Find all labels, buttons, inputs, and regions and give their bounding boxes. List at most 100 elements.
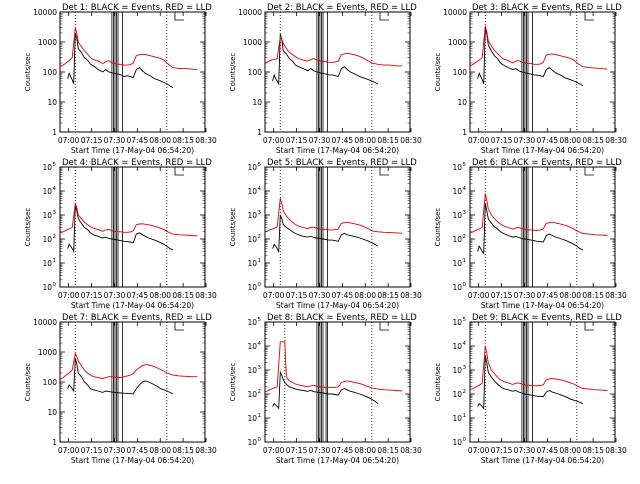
x-tick-label: 08:30 bbox=[605, 136, 627, 145]
x-axis-label: Start Time (17-May-04 06:54:20) bbox=[71, 301, 194, 310]
y-tick-label: 10 bbox=[452, 211, 462, 220]
x-tick-label: 07:45 bbox=[332, 136, 354, 145]
x-tick-label: 07:15 bbox=[81, 446, 103, 455]
y-tick-exponent: 0 bbox=[463, 437, 467, 443]
y-tick-label: 10 bbox=[452, 187, 462, 196]
y-tick-label: 10 bbox=[247, 235, 257, 244]
series-events-line bbox=[67, 32, 174, 89]
series-events-line bbox=[272, 34, 379, 86]
x-tick-label: 08:00 bbox=[354, 291, 376, 300]
y-tick-exponent: 4 bbox=[258, 186, 262, 192]
y-tick-label: 10 bbox=[42, 259, 52, 268]
y-tick-label: 10 bbox=[452, 163, 462, 172]
y-tick-label: 10 bbox=[247, 187, 257, 196]
y-tick-exponent: 1 bbox=[463, 413, 467, 419]
x-tick-label: 07:15 bbox=[286, 291, 308, 300]
series-events-line bbox=[272, 370, 379, 410]
y-tick-label: 10 bbox=[247, 163, 257, 172]
x-tick-label: 07:15 bbox=[491, 136, 513, 145]
series-lld-line bbox=[264, 35, 403, 67]
x-tick-label: 08:30 bbox=[400, 291, 422, 300]
x-axis-label: Start Time (17-May-04 06:54:20) bbox=[276, 456, 399, 465]
series-events-line bbox=[272, 214, 379, 254]
y-tick-label: 10 bbox=[452, 259, 462, 268]
panel-title: Det 5: BLACK = Events, RED = LLD bbox=[267, 158, 417, 168]
panel-title: Det 2: BLACK = Events, RED = LLD bbox=[267, 3, 417, 13]
y-tick-exponent: 2 bbox=[53, 234, 57, 240]
y-tick-exponent: 2 bbox=[258, 389, 262, 395]
bracket-mark bbox=[584, 167, 594, 176]
y-tick-label: 1 bbox=[462, 128, 467, 137]
x-tick-label: 07:30 bbox=[514, 136, 536, 145]
y-tick-label: 10 bbox=[42, 235, 52, 244]
y-axis-label: Counts/sec bbox=[434, 363, 442, 402]
x-tick-label: 07:45 bbox=[537, 446, 559, 455]
y-tick-exponent: 3 bbox=[258, 365, 262, 371]
y-tick-exponent: 4 bbox=[258, 341, 262, 347]
y-tick-label: 10 bbox=[452, 414, 462, 423]
y-tick-exponent: 4 bbox=[463, 186, 467, 192]
x-tick-label: 08:00 bbox=[149, 291, 171, 300]
x-tick-label: 07:30 bbox=[309, 291, 331, 300]
y-tick-exponent: 1 bbox=[258, 258, 262, 264]
x-tick-label: 08:30 bbox=[400, 446, 422, 455]
series-lld-line bbox=[59, 203, 198, 237]
bracket-mark bbox=[584, 12, 594, 21]
panel-title: Det 1: BLACK = Events, RED = LLD bbox=[62, 3, 212, 13]
x-tick-label: 08:30 bbox=[605, 291, 627, 300]
y-tick-label: 10 bbox=[247, 318, 257, 327]
x-tick-label: 08:15 bbox=[377, 136, 399, 145]
x-tick-label: 08:00 bbox=[559, 136, 581, 145]
x-tick-label: 07:00 bbox=[263, 136, 285, 145]
y-tick-exponent: 5 bbox=[53, 162, 57, 168]
panel-title: Det 9: BLACK = Events, RED = LLD bbox=[472, 313, 622, 323]
x-tick-label: 08:15 bbox=[172, 291, 194, 300]
series-lld-line bbox=[469, 345, 608, 391]
y-tick-label: 10 bbox=[457, 98, 467, 107]
y-tick-exponent: 4 bbox=[463, 341, 467, 347]
y-tick-exponent: 0 bbox=[53, 282, 57, 288]
x-tick-label: 07:30 bbox=[309, 136, 331, 145]
panel-title: Det 4: BLACK = Events, RED = LLD bbox=[62, 158, 212, 168]
x-tick-label: 07:00 bbox=[468, 291, 490, 300]
x-axis-label: Start Time (17-May-04 06:54:20) bbox=[276, 301, 399, 310]
y-axis-label: Counts/sec bbox=[24, 208, 32, 247]
x-tick-label: 08:15 bbox=[377, 446, 399, 455]
series-lld-line bbox=[264, 198, 403, 234]
y-axis-label: Counts/sec bbox=[24, 53, 32, 92]
series-events-line bbox=[67, 205, 174, 254]
y-tick-label: 10 bbox=[452, 438, 462, 447]
y-tick-label: 10 bbox=[247, 211, 257, 220]
y-tick-exponent: 0 bbox=[258, 282, 262, 288]
y-axis-label: Counts/sec bbox=[229, 208, 237, 247]
axes-box bbox=[469, 11, 616, 133]
x-tick-label: 07:45 bbox=[127, 291, 149, 300]
y-tick-label: 10000 bbox=[443, 8, 467, 17]
y-tick-label: 10 bbox=[247, 342, 257, 351]
x-tick-label: 08:00 bbox=[149, 136, 171, 145]
x-tick-label: 08:15 bbox=[582, 136, 604, 145]
y-tick-exponent: 3 bbox=[463, 365, 467, 371]
y-tick-exponent: 5 bbox=[463, 317, 467, 323]
bracket-mark bbox=[584, 322, 594, 331]
y-tick-exponent: 3 bbox=[258, 210, 262, 216]
x-tick-label: 07:30 bbox=[514, 291, 536, 300]
axes-box bbox=[264, 11, 411, 133]
x-tick-label: 08:15 bbox=[377, 291, 399, 300]
y-tick-label: 100 bbox=[43, 378, 58, 387]
y-tick-label: 10 bbox=[452, 366, 462, 375]
series-lld-line bbox=[59, 27, 198, 71]
bracket-mark bbox=[379, 322, 389, 331]
x-tick-label: 07:45 bbox=[127, 136, 149, 145]
axes-box bbox=[59, 321, 206, 443]
x-tick-label: 08:15 bbox=[582, 291, 604, 300]
y-tick-label: 100 bbox=[453, 68, 468, 77]
y-axis-label: Counts/sec bbox=[434, 53, 442, 92]
x-tick-label: 07:15 bbox=[491, 446, 513, 455]
y-tick-label: 1000 bbox=[243, 38, 262, 47]
